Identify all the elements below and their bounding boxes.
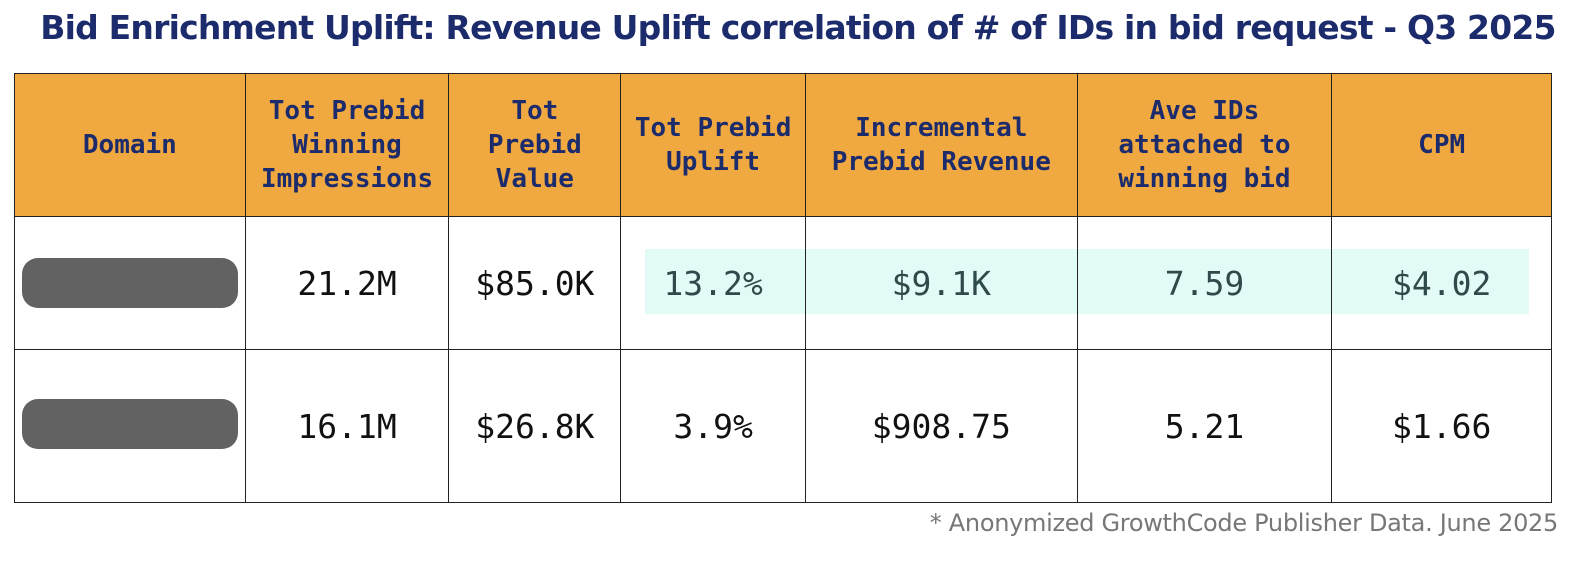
row-highlight (645, 249, 1529, 314)
header-line: Prebid Revenue (831, 147, 1051, 177)
data-table: Domain Tot Prebid Winning Impressions To… (14, 73, 1552, 503)
uplift-cell: 3.9% (621, 350, 806, 502)
redacted-domain (21, 258, 238, 308)
value-cell: $26.8K (449, 350, 622, 502)
header-line: Impressions (260, 164, 434, 194)
header-domain: Domain (15, 74, 246, 216)
header-ave-ids: Ave IDs attached to winning bid (1078, 74, 1333, 216)
header-line: Prebid (487, 130, 582, 160)
header-prebid-value: Tot Prebid Value (449, 74, 622, 216)
impressions-cell: 21.2M (246, 217, 450, 349)
header-incremental-revenue: Incremental Prebid Revenue (806, 74, 1078, 216)
domain-cell (15, 350, 246, 502)
uplift-cell: 13.2% (621, 217, 806, 349)
table-row: 21.2M $85.0K 13.2% $9.1K 7.59 $4.02 (15, 217, 1551, 350)
header-line: Tot (511, 96, 559, 126)
footnote: * Anonymized GrowthCode Publisher Data. … (929, 509, 1559, 537)
impressions-cell: 16.1M (246, 350, 450, 502)
table-header-row: Domain Tot Prebid Winning Impressions To… (15, 74, 1551, 217)
header-line: Uplift (666, 147, 761, 177)
domain-cell (15, 217, 246, 349)
header-cpm: CPM (1332, 74, 1551, 216)
table-row: 16.1M $26.8K 3.9% $908.75 5.21 $1.66 (15, 350, 1551, 502)
header-line: attached to (1118, 130, 1291, 160)
header-line: Winning (292, 130, 402, 160)
redacted-domain (21, 399, 238, 449)
cpm-cell: $1.66 (1391, 406, 1492, 446)
header-line: Ave IDs (1149, 96, 1260, 126)
header-cpm-label: CPM (1418, 130, 1466, 160)
header-domain-label: Domain (82, 130, 177, 160)
header-line: winning bid (1118, 164, 1291, 194)
header-line: Tot Prebid (268, 96, 426, 126)
incremental-revenue-cell: $9.1K (806, 217, 1078, 349)
header-prebid-uplift: Tot Prebid Uplift (621, 74, 806, 216)
header-line: Incremental (855, 113, 1028, 143)
cpm-cell: $4.02 (1391, 263, 1492, 303)
ave-ids-cell: 5.21 (1078, 350, 1333, 502)
header-line: Tot Prebid (634, 113, 792, 143)
header-line: Value (495, 164, 574, 194)
value-cell: $85.0K (449, 217, 622, 349)
header-winning-impressions: Tot Prebid Winning Impressions (246, 74, 450, 216)
incremental-revenue-cell: $908.75 (806, 350, 1078, 502)
ave-ids-cell: 7.59 (1078, 217, 1333, 349)
page-title: Bid Enrichment Uplift: Revenue Uplift co… (40, 8, 1556, 47)
